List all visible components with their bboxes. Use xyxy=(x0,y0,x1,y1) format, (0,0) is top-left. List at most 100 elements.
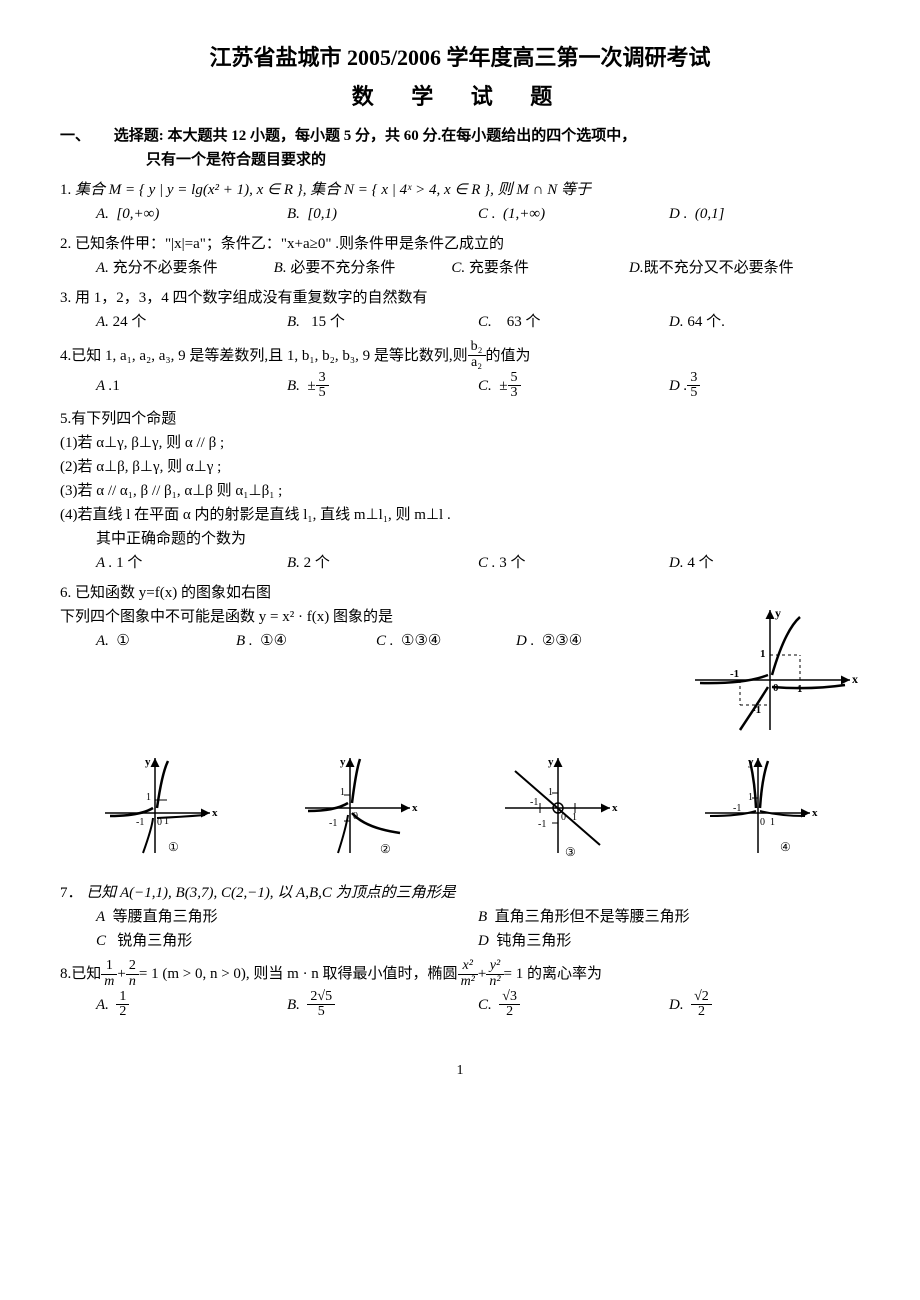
question-7: 7． 已知 A(−1,1), B(3,7), C(2,−1), 以 A,B,C … xyxy=(60,881,860,905)
q2-options: A. 充分不必要条件 B. 必要不充分条件 C. 充要条件 D.既不充分又不必要… xyxy=(60,256,860,280)
q8-frac3: x²m² xyxy=(458,959,478,989)
q8-num: 8. xyxy=(60,962,71,986)
q2-opt-c: C. 充要条件 xyxy=(451,256,629,280)
q1-stem: 集合 M = { y | y = lg(x² + 1), x ∈ R }, 集合… xyxy=(75,182,591,198)
q8-mid: = 1 (m > 0, n > 0), 则当 m · n 取得最小值时，椭圆 xyxy=(139,962,458,986)
svg-text:y: y xyxy=(340,756,346,768)
q8-opt-d: D. √22 xyxy=(669,990,860,1020)
q7-opt-b: B 直角三角形但不是等腰三角形 xyxy=(478,905,860,929)
svg-text:-1: -1 xyxy=(136,817,144,828)
q5-stem: 有下列四个命题 xyxy=(71,411,176,427)
q2-opt-a: A. 充分不必要条件 xyxy=(96,256,274,280)
svg-text:1: 1 xyxy=(146,792,151,803)
q6-opt-c: C . ①③④ xyxy=(376,629,516,653)
svg-text:x: x xyxy=(852,672,858,686)
question-1: 1. 集合 M = { y | y = lg(x² + 1), x ∈ R },… xyxy=(60,178,860,202)
graph-3: x y 1 -1 -1 0 1 ③ xyxy=(500,753,620,871)
question-3: 3. 用 1，2，3，4 四个数字组成没有重复数字的自然数有 xyxy=(60,286,860,310)
svg-text:-1: -1 xyxy=(733,803,741,814)
q4-opt-d: D . 35 xyxy=(669,371,860,401)
section-text-2: 只有一个是符合题目要求的 xyxy=(60,148,860,172)
q1-num: 1. xyxy=(60,182,71,198)
q2-opt-b: B. 必要不充分条件 xyxy=(274,256,452,280)
section-text-1: 选择题: 本大题共 12 小题，每小题 5 分，共 60 分.在每小题给出的四个… xyxy=(94,128,637,144)
q8-suffix: = 1 的离心率为 xyxy=(504,962,602,986)
q2-stem: 已知条件甲："|x|=a"；条件乙："x+a≥0" .则条件甲是条件乙成立的 xyxy=(75,236,504,252)
q7-stem: 已知 A(−1,1), B(3,7), C(2,−1), 以 A,B,C 为顶点… xyxy=(86,885,455,901)
svg-text:1: 1 xyxy=(760,648,766,660)
graph-1: x y 1 1 -1 0 ① xyxy=(100,753,220,871)
q5-opt-c: C . 3 个 xyxy=(478,551,669,575)
q8-opt-a: A. 12 xyxy=(96,990,287,1020)
q2-num: 2. xyxy=(60,236,71,252)
q4-options: A .1 B. ± 35 C. ± 53 D . 35 xyxy=(60,371,860,401)
q8-frac4: y²n² xyxy=(486,959,503,989)
q6-ref-graph: x y 1 1 -1 -1 0 xyxy=(690,605,860,743)
question-6: 6. 已知函数 y=f(x) 的图象如右图 xyxy=(60,581,860,605)
svg-text:-1: -1 xyxy=(538,819,546,830)
q7-options-row1: A 等腰直角三角形 B 直角三角形但不是等腰三角形 xyxy=(60,905,860,929)
svg-text:-1: -1 xyxy=(730,668,739,680)
q5-p4: (4)若直线 l 在平面 α 内的射影是直线 l₁, 直线 m⊥l₁, 则 m⊥… xyxy=(60,503,860,527)
svg-text:④: ④ xyxy=(780,840,791,854)
q2-opt-d: D.既不充分又不必要条件 xyxy=(629,256,860,280)
q5-p3: (3)若 α // α₁, β // β₁, α⊥β 则 α₁⊥β₁ ; xyxy=(60,479,860,503)
question-4: 4. 已知 1, a₁, a₂, a₃, 9 是等差数列,且 1, b₁, b₂… xyxy=(60,340,860,370)
q3-options: A. 24 个 B. 15 个 C. 63 个 D. 64 个. xyxy=(60,310,860,334)
graph-4: x y 1 -1 0 1 ④ xyxy=(700,753,820,871)
section-label: 一、 xyxy=(60,128,90,144)
q5-tail: 其中正确命题的个数为 xyxy=(60,527,860,551)
q5-options: A . 1 个 B. 2 个 C . 3 个 D. 4 个 xyxy=(60,551,860,575)
svg-text:x: x xyxy=(612,802,618,814)
svg-text:x: x xyxy=(812,807,818,819)
section-1-heading: 一、 选择题: 本大题共 12 小题，每小题 5 分，共 60 分.在每小题给出… xyxy=(60,124,860,148)
q6-opt-a: A. ① xyxy=(96,629,236,653)
q8-frac2: 2n xyxy=(126,959,139,989)
q6-stem: 已知函数 y=f(x) 的图象如右图 xyxy=(75,585,271,601)
graph-2: x y 1 -1 0 ② xyxy=(300,753,420,871)
q8-prefix: 已知 xyxy=(71,962,101,986)
q7-opt-d: D 钝角三角形 xyxy=(478,929,860,953)
q8-options: A. 12 B. 2√55 C. √32 D. √22 xyxy=(60,990,860,1020)
q5-opt-b: B. 2 个 xyxy=(287,551,478,575)
q4-opt-c: C. ± 53 xyxy=(478,371,669,401)
q1-opt-d: D . (0,1] xyxy=(669,202,860,226)
q1-opt-c: C . (1,+∞) xyxy=(478,202,669,226)
q6-options: A. ① B . ①④ C . ①③④ D . ②③④ xyxy=(60,629,656,653)
q4-opt-b: B. ± 35 xyxy=(287,371,478,401)
q4-num: 4. xyxy=(60,344,71,368)
q3-stem: 用 1，2，3，4 四个数字组成没有重复数字的自然数有 xyxy=(75,290,428,306)
q1-opt-a: A. [0,+∞) xyxy=(96,202,287,226)
q3-opt-b: B. 15 个 xyxy=(287,310,478,334)
svg-text:-1: -1 xyxy=(329,818,337,829)
svg-text:-1: -1 xyxy=(530,797,538,808)
q4-stem-suffix: 的值为 xyxy=(486,344,531,368)
page-subtitle: 数 学 试 题 xyxy=(60,79,860,114)
page-number: 1 xyxy=(60,1060,860,1082)
question-5: 5.有下列四个命题 xyxy=(60,407,860,431)
q6-graphs-row: x y 1 1 -1 0 ① x y 1 -1 0 ② x xyxy=(60,753,860,871)
q1-options: A. [0,+∞) B. [0,1) C . (1,+∞) D . (0,1] xyxy=(60,202,860,226)
q4-fraction: b₂ a₂ xyxy=(468,340,486,370)
svg-text:0: 0 xyxy=(760,817,765,828)
svg-text:x: x xyxy=(412,802,418,814)
q6-num: 6. xyxy=(60,585,71,601)
svg-text:y: y xyxy=(548,756,554,768)
q7-opt-c: C 锐角三角形 xyxy=(96,929,478,953)
q3-opt-d: D. 64 个. xyxy=(669,310,860,334)
q5-p1: (1)若 α⊥γ, β⊥γ, 则 α // β ; xyxy=(60,431,860,455)
q4-stem-prefix: 已知 1, a₁, a₂, a₃, 9 是等差数列,且 1, b₁, b₂, b… xyxy=(71,344,467,368)
q7-options-row2: C 锐角三角形 D 钝角三角形 xyxy=(60,929,860,953)
q5-num: 5. xyxy=(60,411,71,427)
q8-frac1: 1m xyxy=(101,959,117,989)
q4-opt-a: A .1 xyxy=(96,374,287,398)
question-8: 8. 已知 1m + 2n = 1 (m > 0, n > 0), 则当 m ·… xyxy=(60,959,860,989)
q8-opt-b: B. 2√55 xyxy=(287,990,478,1020)
svg-text:x: x xyxy=(212,807,218,819)
svg-text:①: ① xyxy=(168,840,179,854)
svg-text:②: ② xyxy=(380,842,391,856)
svg-text:y: y xyxy=(775,606,781,620)
question-2: 2. 已知条件甲："|x|=a"；条件乙："x+a≥0" .则条件甲是条件乙成立… xyxy=(60,232,860,256)
page-title: 江苏省盐城市 2005/2006 学年度高三第一次调研考试 xyxy=(60,40,860,75)
svg-text:1: 1 xyxy=(770,817,775,828)
